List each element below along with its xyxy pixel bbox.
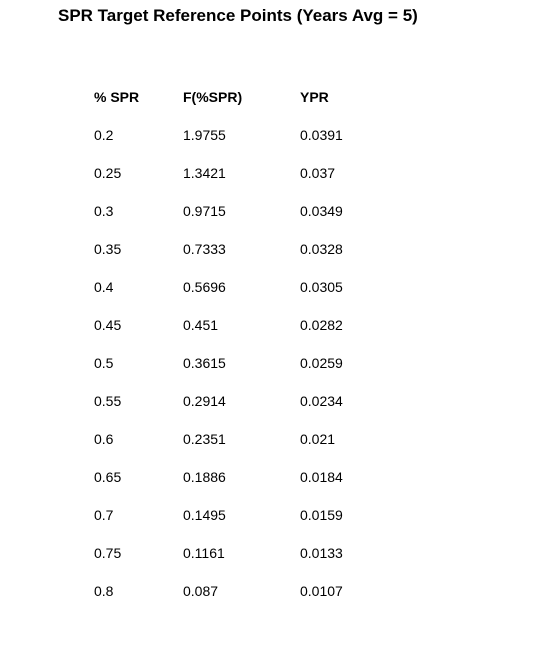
column-header-ypr: YPR (300, 89, 329, 105)
ypr-cell: 0.0391 (300, 127, 343, 143)
ypr-cell: 0.037 (300, 165, 336, 181)
column-header-f-spr: F(%SPR) (183, 89, 243, 105)
f-spr-cell: 0.1886 (183, 469, 226, 485)
spr-cell: 0.8 (94, 583, 114, 599)
f-spr-cell: 0.087 (183, 583, 219, 599)
f-spr-cell: 0.7333 (183, 241, 226, 257)
spr-cell: 0.3 (94, 203, 114, 219)
f-spr-cell: 0.3615 (183, 355, 226, 371)
f-spr-cell: 0.9715 (183, 203, 226, 219)
f-spr-cell: 0.1161 (183, 545, 225, 561)
spr-cell: 0.6 (94, 431, 114, 447)
f-spr-cell: 0.1495 (183, 507, 226, 523)
spr-cell: 0.45 (94, 317, 122, 333)
spr-cell: 0.75 (94, 545, 122, 561)
ypr-cell: 0.0107 (300, 583, 343, 599)
f-spr-cell: 0.2914 (183, 393, 226, 409)
f-spr-cell: 0.5696 (183, 279, 226, 295)
ypr-cell: 0.0305 (300, 279, 343, 295)
spr-cell: 0.4 (94, 279, 114, 295)
column-header-spr: % SPR (94, 89, 140, 105)
spr-cell: 0.5 (94, 355, 114, 371)
spr-cell: 0.7 (94, 507, 114, 523)
ypr-cell: 0.0282 (300, 317, 343, 333)
spr-cell: 0.35 (94, 241, 122, 257)
ypr-cell: 0.0234 (300, 393, 343, 409)
page-title: SPR Target Reference Points (Years Avg =… (58, 6, 418, 25)
ypr-cell: 0.0159 (300, 507, 343, 523)
ypr-cell: 0.0349 (300, 203, 343, 219)
spr-cell: 0.2 (94, 127, 114, 143)
f-spr-cell: 1.3421 (183, 165, 226, 181)
spr-cell: 0.55 (94, 393, 122, 409)
ypr-cell: 0.0184 (300, 469, 343, 485)
f-spr-cell: 0.451 (183, 317, 219, 333)
ypr-cell: 0.021 (300, 431, 336, 447)
spr-cell: 0.25 (94, 165, 122, 181)
f-spr-cell: 1.9755 (183, 127, 226, 143)
ypr-cell: 0.0328 (300, 241, 343, 257)
spr-cell: 0.65 (94, 469, 122, 485)
f-spr-cell: 0.2351 (183, 431, 226, 447)
ypr-cell: 0.0133 (300, 545, 343, 561)
ypr-cell: 0.0259 (300, 355, 343, 371)
